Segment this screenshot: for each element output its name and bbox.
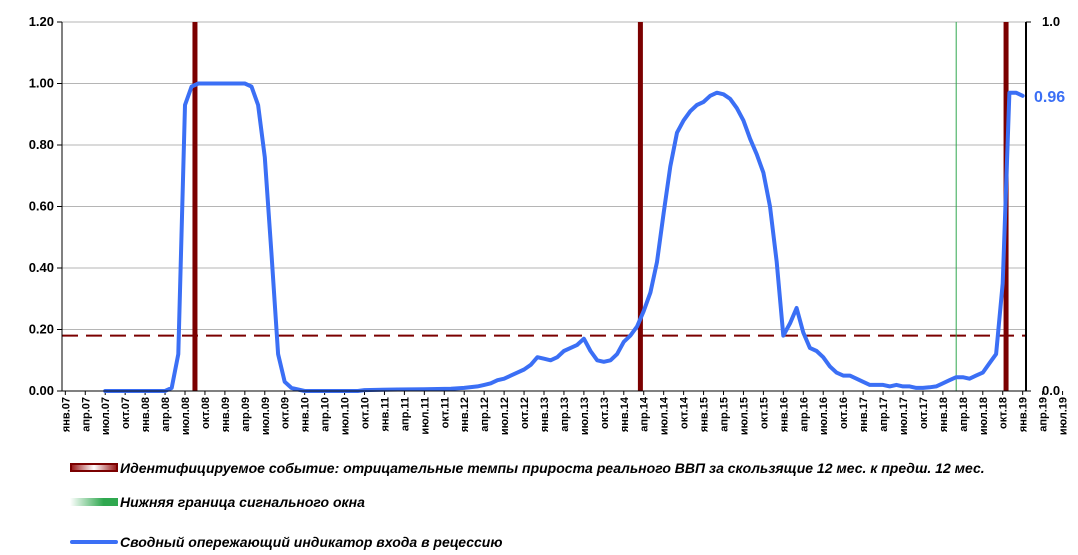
indicator-series-line [103,81,1025,393]
indicator-swatch-icon [70,540,118,544]
y2-tick-label: 1.0 [1042,14,1060,29]
x-tick-label: янв.09 [220,397,232,432]
x-tick-label: июл.18 [978,397,990,435]
x-tick-label: окт.12 [519,397,531,429]
x-tick-label: апр.13 [559,397,571,432]
legend-label: Сводный опережающий индикатор входа в ре… [120,534,503,550]
x-tick-label: июл.10 [340,397,352,435]
x-tick-label: янв.12 [459,397,471,432]
x-tick-label: июл.13 [579,397,591,435]
x-tick-label: июл.09 [260,397,272,435]
x-tick-label: июл.11 [419,397,431,435]
x-tick-label: апр.12 [479,397,491,432]
legend-item-indicator: Сводный опережающий индикатор входа в ре… [70,534,1070,554]
recession-indicator-chart: 1.20 1.00 0.80 0.60 0.40 0.20 0.00 1.0 0.0 янв.… [29,14,1078,435]
x-tick-label: окт.18 [998,397,1010,429]
x-tick-label: апр.18 [958,397,970,432]
x-tick-label: янв.08 [140,397,152,432]
x-tick-label: апр.10 [320,397,332,432]
x-tick-label: янв.16 [778,397,790,432]
x-tick-label: окт.10 [359,397,371,429]
y-tick-label: 1.00 [29,76,54,91]
x-tick-label: июл.15 [738,397,750,435]
x-tick-label: янв.07 [60,397,72,432]
x-tick-label: июл.16 [818,397,830,435]
x-tick-label: окт.07 [120,397,132,429]
end-value-label: 0.96 [1034,89,1065,106]
y-tick-label: 1.20 [29,14,54,29]
x-tick-label: окт.15 [758,397,770,429]
x-tick-label: июл.14 [659,396,671,435]
y-tick-label: 0.00 [29,383,54,398]
x-tick-label: янв.11 [379,397,391,432]
x-tick-label: апр.16 [798,397,810,432]
x-tick-label: июл.12 [499,397,511,435]
legend-item-signal-window: Нижняя граница сигнального окна [70,494,1070,534]
y-axis-ticks: 1.20 1.00 0.80 0.60 0.40 0.20 0.00 [29,14,62,398]
x-tick-label: янв.18 [938,397,950,432]
y-tick-label: 0.20 [29,322,54,337]
x-tick-label: июл.08 [180,397,192,435]
x-tick-label: янв.13 [539,397,551,432]
x-tick-label: янв.15 [699,397,711,432]
signal-window-swatch-icon [70,498,118,506]
x-tick-label: янв.19 [1018,397,1030,432]
x-tick-label: апр.14 [639,396,651,432]
x-tick-label: окт.11 [439,397,451,428]
x-tick-label: июл.19 [1058,397,1070,435]
x-tick-label: апр.19 [1038,397,1050,432]
axes [61,22,1027,392]
legend-item-event: Идентифицируемое событие: отрицательные … [70,460,1070,494]
legend: Идентифицируемое событие: отрицательные … [70,460,1070,554]
series-lines [103,81,1025,393]
x-tick-label: окт.09 [280,397,292,429]
x-tick-label: янв.14 [619,396,631,432]
x-tick-label: окт.13 [599,397,611,429]
x-tick-label: июл.07 [100,397,112,435]
x-tick-label: янв.10 [300,397,312,432]
x-tick-label: апр.09 [240,397,252,432]
x-tick-label: апр.07 [80,397,92,432]
x-tick-label: апр.17 [878,397,890,432]
x-tick-label: апр.15 [719,397,731,432]
y2-tick-label: 0.0 [1042,383,1060,398]
x-axis-ticks: янв.07 апр.07 июл.07 окт.07 янв.08 апр.08 июл.… [60,391,1078,435]
y2-axis-ticks: 1.0 0.0 [1026,14,1060,398]
y-tick-label: 0.80 [29,137,54,152]
legend-label: Идентифицируемое событие: отрицательные … [120,460,985,476]
x-tick-label: окт.16 [838,397,850,429]
y-tick-label: 0.40 [29,260,54,275]
x-tick-label: окт.08 [200,397,212,429]
x-tick-label: янв.17 [858,397,870,432]
x-tick-label: окт.14 [679,396,691,429]
x-tick-label: апр.08 [160,397,172,432]
y-tick-label: 0.60 [29,199,54,214]
x-tick-label: окт.17 [918,397,930,429]
grid-lines [62,21,1026,330]
x-tick-label: апр.11 [399,397,411,431]
legend-label: Нижняя граница сигнального окна [120,494,365,510]
event-swatch-icon [70,463,118,472]
x-tick-label: июл.17 [898,397,910,435]
